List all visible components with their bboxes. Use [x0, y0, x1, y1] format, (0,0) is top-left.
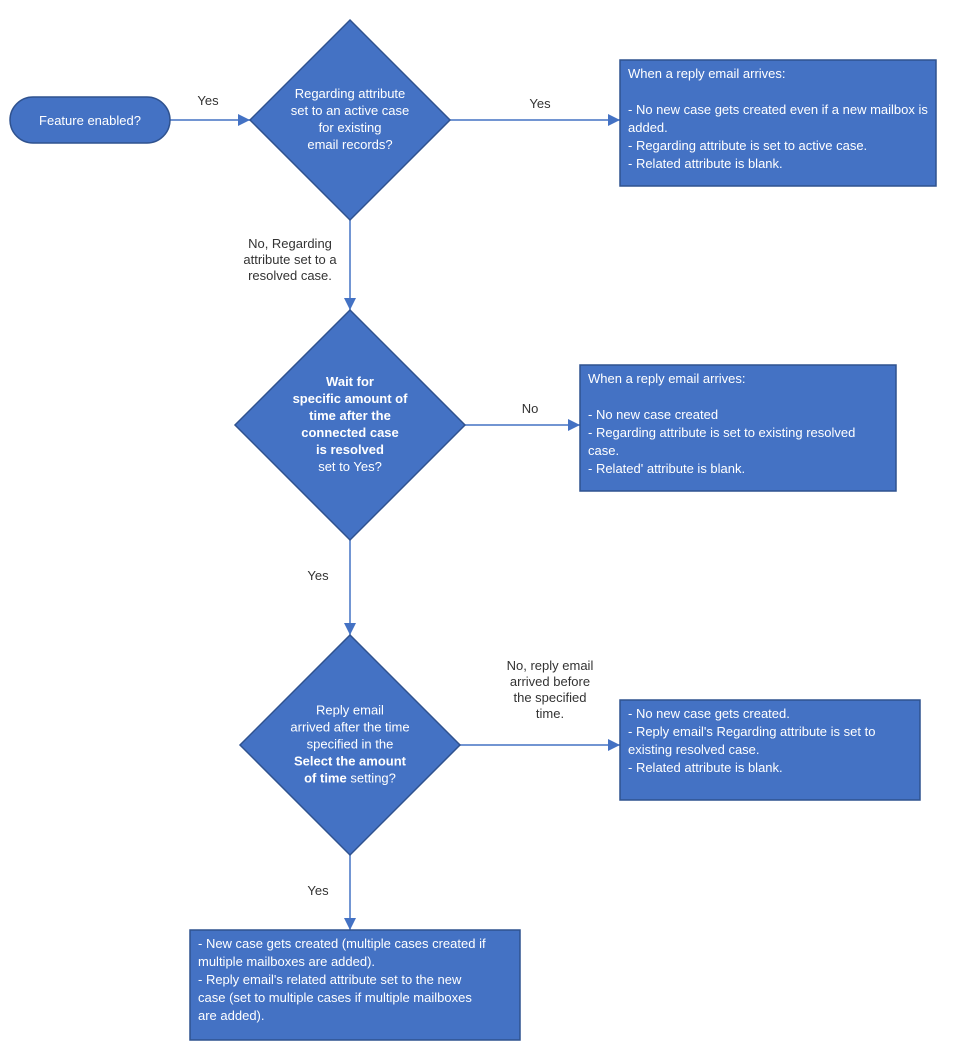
decision-text: Select the amount [294, 754, 407, 769]
outcome-text: When a reply email arrives: [628, 66, 786, 81]
decision-text: Reply email [316, 703, 384, 718]
outcome-text: - No new case gets created even if a new… [628, 102, 928, 117]
edge-label: arrived before [510, 674, 590, 689]
arrowhead [238, 114, 250, 126]
edge-label: No, reply email [507, 658, 594, 673]
decision-text: connected case [301, 425, 399, 440]
outcome-text: case. [588, 443, 619, 458]
decision-text: for existing [319, 120, 382, 135]
flowchart-canvas: Yes Yes No, Regardingattribute set to ares… [0, 0, 956, 1049]
edge-label: No [522, 401, 539, 416]
outcome-text: - Regarding attribute is set to active c… [628, 138, 867, 153]
outcome-text: - Related attribute is blank. [628, 156, 783, 171]
decision-text: specific amount of [293, 391, 409, 406]
outcome-text: - Related' attribute is blank. [588, 461, 745, 476]
outcome-text: - Reply email's related attribute set to… [198, 972, 462, 987]
start-label: Feature enabled? [39, 113, 141, 128]
arrowhead [344, 623, 356, 635]
outcome-text: - Related attribute is blank. [628, 760, 783, 775]
decision-text: Wait for [326, 374, 374, 389]
edge-label: Yes [529, 96, 551, 111]
decision-text: of time setting? [304, 771, 396, 786]
decision-text: arrived after the time [290, 720, 409, 735]
edge-label: resolved case. [248, 268, 332, 283]
arrowhead [608, 739, 620, 751]
outcome-text: are added). [198, 1008, 265, 1023]
decision-text: email records? [307, 137, 392, 152]
edge-label: the specified [514, 690, 587, 705]
decision-text: is resolved [316, 442, 384, 457]
outcome-text: added. [628, 120, 668, 135]
decision-text: time after the [309, 408, 391, 423]
outcome-text: - New case gets created (multiple cases … [198, 936, 486, 951]
edge-label: Yes [307, 883, 329, 898]
edge-label: Yes [197, 93, 219, 108]
outcome-text: case (set to multiple cases if multiple … [198, 990, 472, 1005]
decision-text: specified in the [307, 737, 394, 752]
arrowhead [568, 419, 580, 431]
decision-text: Regarding attribute [295, 86, 406, 101]
edge-label: No, Regarding [248, 236, 332, 251]
outcome-text: When a reply email arrives: [588, 371, 746, 386]
arrowhead [344, 298, 356, 310]
arrowhead [608, 114, 620, 126]
outcome-text: - No new case gets created. [628, 706, 790, 721]
arrowhead [344, 918, 356, 930]
decision-text: set to Yes? [318, 459, 382, 474]
outcome-text: - No new case created [588, 407, 718, 422]
decision-text: set to an active case [291, 103, 410, 118]
outcome-text: existing resolved case. [628, 742, 760, 757]
edge-label: Yes [307, 568, 329, 583]
edge-label: time. [536, 706, 564, 721]
outcome-text: - Reply email's Regarding attribute is s… [628, 724, 875, 739]
edge-label: attribute set to a [243, 252, 337, 267]
outcome-text: - Regarding attribute is set to existing… [588, 425, 855, 440]
outcome-text: multiple mailboxes are added). [198, 954, 375, 969]
